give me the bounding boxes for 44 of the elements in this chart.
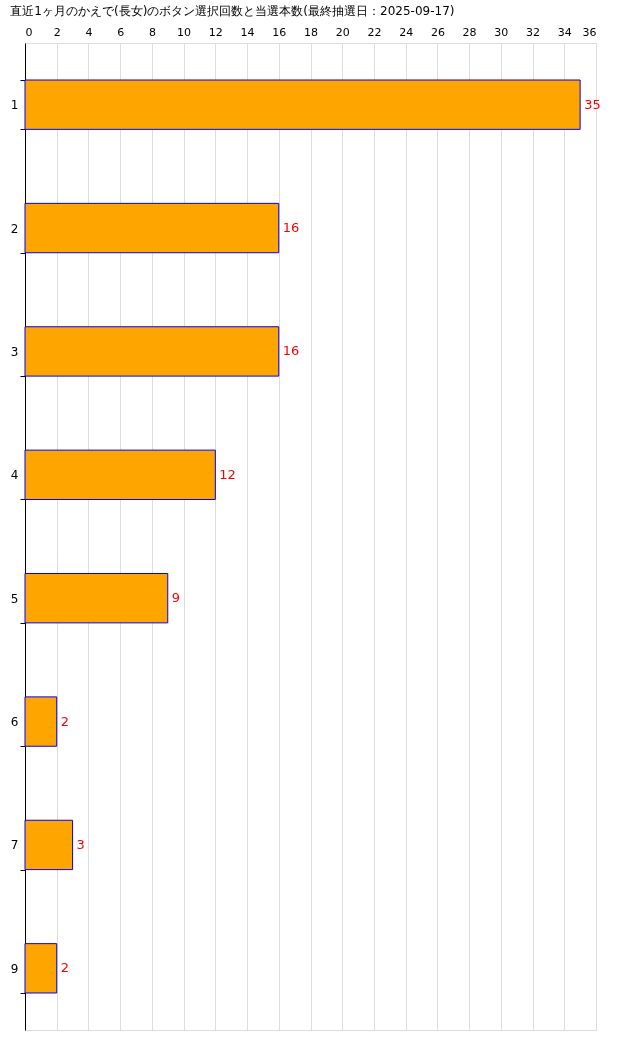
x-tick-label: 34 (557, 25, 572, 39)
x-tick-label: 22 (367, 25, 382, 39)
y-tick-label: 9 (10, 961, 19, 976)
x-tick-label: 26 (430, 25, 445, 39)
bar (24, 696, 58, 747)
x-tick-label: 18 (304, 25, 318, 39)
x-tick-label: 32 (526, 25, 541, 39)
x-tick-label: 28 (462, 25, 477, 39)
bar (24, 79, 581, 130)
x-tick-label: 14 (240, 25, 255, 39)
x-tick-label: 2 (53, 25, 61, 39)
data-label: 16 (282, 343, 300, 359)
y-tick-label: 5 (10, 591, 19, 606)
data-label: 3 (76, 836, 85, 852)
y-tick-label: 3 (10, 344, 19, 359)
bar (24, 819, 74, 871)
y-tick-label: 2 (10, 221, 19, 236)
data-label: 2 (60, 713, 69, 729)
x-tick-label: 8 (148, 25, 156, 39)
y-tick-label: 6 (10, 715, 19, 730)
x-tick-label: 24 (399, 25, 414, 39)
chart-title: 直近1ヶ月のかえで(長女)のボタン選択回数と当選本数(最終抽選日：2025-09-17) (10, 4, 455, 18)
x-tick-label: 10 (177, 25, 192, 39)
bar (24, 326, 280, 377)
bar (24, 573, 169, 624)
data-label: 16 (282, 220, 300, 236)
x-tick-label: 20 (335, 25, 350, 39)
y-tick-label: 1 (10, 98, 19, 113)
y-tick-label: 4 (10, 468, 19, 483)
bar (24, 449, 216, 500)
bar (24, 943, 58, 994)
x-tick-label: 6 (117, 25, 125, 39)
x-tick-label: 30 (494, 25, 509, 39)
data-label: 2 (60, 960, 69, 976)
data-label: 35 (584, 96, 601, 112)
bar (24, 202, 280, 254)
x-tick-label: 0 (25, 25, 33, 39)
x-tick-label: 16 (272, 25, 287, 39)
x-tick-label: 36 (582, 25, 597, 39)
x-tick-label: 12 (208, 25, 223, 39)
data-label: 12 (219, 466, 236, 482)
x-tick-label: 4 (85, 25, 93, 39)
y-tick-label: 7 (10, 838, 19, 853)
data-label: 9 (171, 590, 181, 606)
